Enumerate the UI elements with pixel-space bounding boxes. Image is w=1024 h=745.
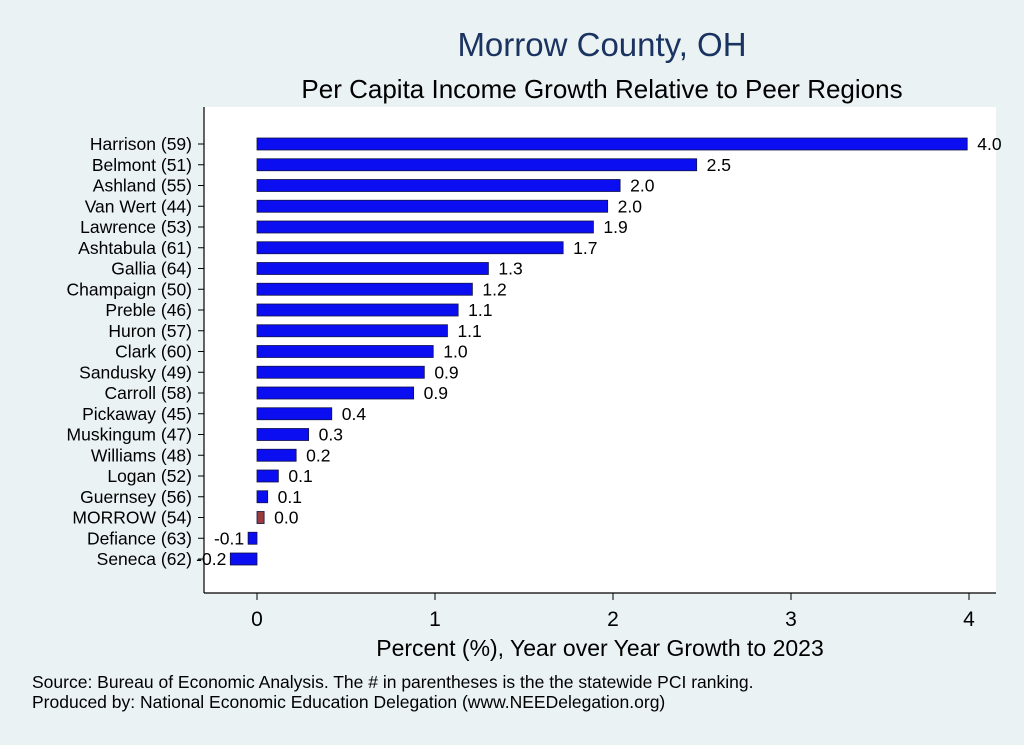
bar-21 (229, 552, 258, 566)
data-label: 1.1 (457, 321, 481, 341)
data-label: 0.1 (278, 487, 302, 507)
x-tick-label: 2 (607, 608, 619, 631)
x-tick-label: 4 (963, 608, 975, 631)
chart-subtitle: Per Capita Income Growth Relative to Pee… (301, 74, 903, 104)
bar-2 (256, 158, 698, 172)
data-label: -0.2 (196, 549, 226, 569)
y-tick-label: Seneca (62) (97, 549, 192, 569)
bar-7 (256, 262, 489, 275)
y-tick-label: Belmont (51) (92, 155, 192, 175)
data-label: 1.3 (498, 259, 522, 279)
data-label: 2.0 (618, 196, 643, 216)
bar-20 (247, 531, 258, 545)
produced-note: Produced by: National Economic Education… (32, 692, 666, 712)
x-axis-label: Percent (%), Year over Year Growth to 20… (376, 635, 824, 661)
data-label: 0.9 (424, 383, 448, 403)
y-tick-label: Harrison (59) (90, 134, 192, 154)
data-label: 0.2 (306, 445, 330, 465)
y-tick-label: Clark (60) (115, 342, 192, 362)
data-label: 2.0 (630, 176, 655, 196)
bar-3 (256, 179, 621, 192)
bar-17 (256, 469, 279, 483)
y-tick-label: Williams (48) (91, 445, 192, 465)
bar-14 (256, 407, 333, 421)
data-label: 1.7 (573, 238, 597, 258)
y-tick-label: Huron (57) (108, 321, 192, 341)
data-label: 2.5 (707, 155, 731, 175)
data-label: 1.0 (443, 342, 468, 362)
bar-9 (256, 303, 459, 317)
data-label: 4.0 (977, 134, 1002, 154)
bar-16 (256, 448, 297, 462)
bar-1 (256, 137, 968, 151)
y-tick-label: Muskingum (47) (67, 425, 192, 445)
x-tick-label: 0 (251, 608, 263, 631)
y-tick-label: Preble (46) (105, 300, 192, 320)
bar-15 (256, 428, 310, 441)
data-label: 1.2 (482, 279, 506, 299)
data-label: 1.1 (468, 300, 492, 320)
bar-8 (256, 282, 473, 296)
x-tick-label: 1 (429, 608, 441, 631)
source-note: Source: Bureau of Economic Analysis. The… (32, 672, 754, 692)
y-tick-label: Carroll (58) (104, 383, 192, 403)
y-tick-label: Lawrence (53) (80, 217, 192, 237)
bar-5 (256, 220, 594, 234)
bar-19 (256, 511, 265, 524)
data-label: 1.9 (603, 217, 627, 237)
bar-10 (256, 324, 448, 338)
y-tick-label: Ashtabula (61) (78, 238, 192, 258)
bar-4 (256, 199, 609, 213)
data-label: 0.3 (319, 425, 343, 445)
y-tick-label: Defiance (63) (87, 528, 192, 548)
data-label: -0.1 (214, 528, 244, 548)
data-label: 0.4 (342, 404, 367, 424)
data-label: 0.0 (274, 508, 299, 528)
chart-title: Morrow County, OH (457, 26, 747, 63)
bar-11 (256, 345, 434, 358)
bar-18 (256, 490, 269, 504)
data-label: 0.1 (288, 466, 312, 486)
y-tick-label: Pickaway (45) (82, 404, 192, 424)
bar-6 (256, 241, 564, 255)
data-label: 0.9 (434, 362, 458, 382)
bar-13 (256, 386, 415, 400)
y-tick-label: Gallia (64) (111, 259, 192, 279)
x-tick-label: 3 (785, 608, 797, 631)
y-tick-label: MORROW (54) (72, 508, 192, 528)
y-tick-label: Logan (52) (107, 466, 192, 486)
y-tick-label: Champaign (50) (67, 279, 192, 299)
y-tick-label: Sandusky (49) (79, 362, 192, 382)
bar-12 (256, 365, 425, 379)
y-tick-label: Ashland (55) (93, 176, 192, 196)
y-tick-label: Van Wert (44) (85, 196, 192, 216)
y-tick-label: Guernsey (56) (80, 487, 192, 507)
